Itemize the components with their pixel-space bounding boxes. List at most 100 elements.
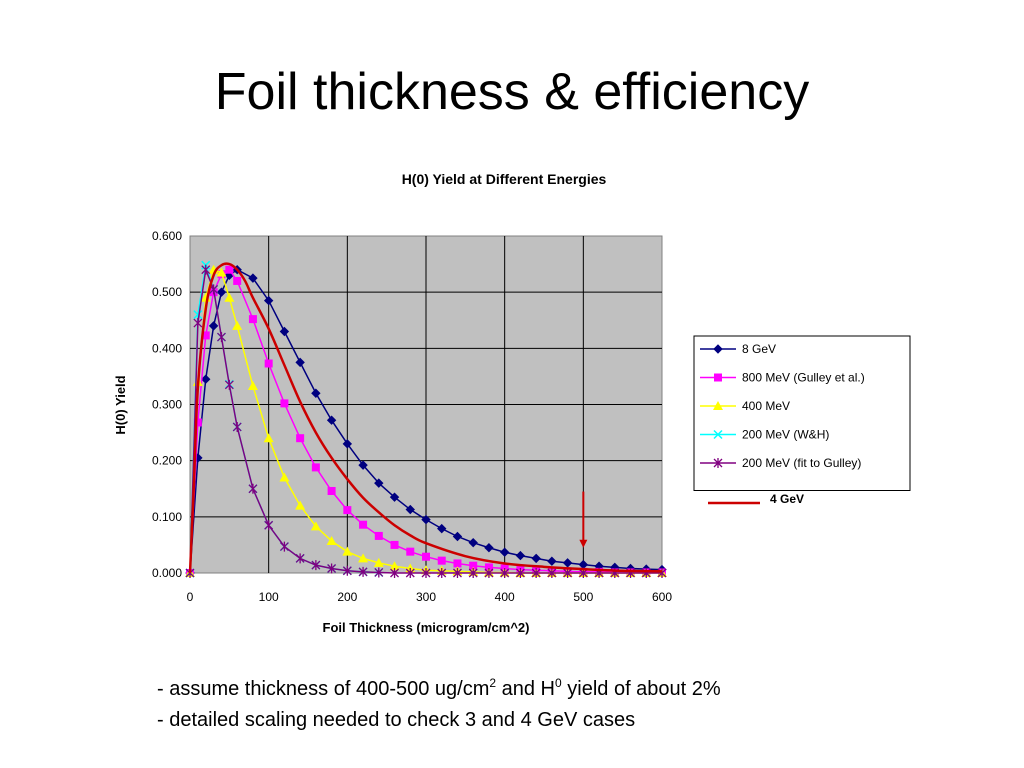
data-point-400-mev — [247, 380, 258, 390]
data-point-8-gev — [374, 478, 384, 488]
legend-marker-800-mev-gulley-et-al — [714, 373, 722, 382]
data-point-800-mev-gulley-et-al — [343, 506, 352, 515]
data-point-200-mev-fit-to-gulley — [224, 379, 234, 390]
data-point-400-mev — [342, 546, 353, 556]
x-axis-title: Foil Thickness (microgram/cm^2) — [323, 620, 530, 635]
data-point-400-mev — [373, 557, 384, 567]
data-point-800-mev-gulley-et-al — [280, 399, 289, 408]
chart: 0.000 0.100 0.200 0.300 0.400 0.500 0.600 0 100 2… — [113, 171, 911, 635]
data-point-800-mev-gulley-et-al — [327, 486, 336, 495]
data-point-800-mev-gulley-et-al — [296, 434, 305, 443]
x-tick-label: 600 — [652, 590, 672, 604]
data-point-200-mev-fit-to-gulley — [311, 560, 321, 571]
data-point-8-gev — [468, 537, 478, 548]
x-tick-label: 500 — [573, 590, 593, 604]
data-point-200-mev-fit-to-gulley — [327, 563, 337, 574]
data-point-400-mev — [358, 553, 369, 563]
data-point-800-mev-gulley-et-al — [422, 552, 430, 561]
data-point-800-mev-gulley-et-al — [406, 547, 415, 556]
data-point-8-gev — [531, 553, 541, 564]
data-point-8-gev — [342, 439, 353, 449]
data-point-200-mev-fit-to-gulley — [531, 568, 541, 578]
data-point-200-mev-fit-to-gulley — [217, 332, 226, 343]
data-point-800-mev-gulley-et-al — [453, 559, 462, 568]
legend-label-8-gev: 8 GeV — [742, 342, 776, 356]
data-point-200-mev-fit-to-gulley — [563, 568, 573, 578]
bullet-1-text-b: and H — [496, 678, 556, 700]
data-point-8-gev — [437, 523, 447, 534]
data-point-200-mev-fit-to-gulley — [295, 553, 305, 564]
data-point-200-mev-fit-to-gulley — [374, 567, 384, 578]
data-point-200-mev-fit-to-gulley — [437, 568, 447, 578]
data-point-200-mev-fit-to-gulley — [358, 566, 368, 577]
data-point-200-mev-fit-to-gulley — [264, 520, 274, 531]
y-tick-label: 0.300 — [152, 398, 182, 412]
data-point-200-mev-fit-to-gulley — [232, 421, 242, 432]
data-point-8-gev — [311, 388, 321, 398]
x-tick-label: 400 — [495, 590, 515, 604]
data-point-800-mev-gulley-et-al — [193, 418, 202, 427]
data-point-8-gev — [499, 547, 510, 557]
data-point-200-mev-fit-to-gulley — [201, 264, 211, 275]
legend-label-200-mev-w-h: 200 MeV (W&H) — [742, 428, 829, 442]
data-point-8-gev — [263, 295, 274, 306]
bullet-1-sup-b: 0 — [555, 676, 562, 690]
data-point-200-mev-fit-to-gulley — [468, 568, 478, 578]
legend-marker-200-mev-fit-to-gulley — [713, 458, 723, 468]
data-point-400-mev — [279, 472, 290, 482]
data-point-200-mev-fit-to-gulley — [500, 568, 510, 578]
data-point-800-mev-gulley-et-al — [225, 265, 234, 274]
y-tick-label: 0.200 — [152, 454, 182, 468]
data-point-800-mev-gulley-et-al — [484, 563, 493, 572]
data-point-200-mev-fit-to-gulley — [405, 568, 415, 578]
data-point-800-mev-gulley-et-al — [311, 463, 320, 472]
data-point-200-mev-fit-to-gulley — [484, 568, 494, 578]
data-point-8-gev — [421, 514, 431, 525]
data-point-8-gev — [547, 556, 557, 566]
annotation-arrow-head — [579, 539, 588, 548]
bullet-1-text-c: yield of about 2% — [561, 678, 721, 700]
data-point-400-mev — [216, 267, 227, 277]
data-point-800-mev-gulley-et-al — [437, 556, 446, 565]
bullet-list: - assume thickness of 400-500 ug/cm2 and… — [157, 674, 721, 736]
data-point-400-mev — [232, 320, 243, 330]
data-point-8-gev — [405, 504, 415, 515]
series-line-200-mev-fit-to-gulley — [189, 266, 662, 574]
series-line-800-mev-gulley-et-al — [189, 268, 662, 574]
data-point-8-gev — [295, 357, 305, 368]
y-tick-label: 0.100 — [152, 510, 182, 524]
legend-label-800-mev-gulley-et-al: 800 MeV (Gulley et al.) — [742, 371, 865, 385]
data-point-8-gev — [358, 460, 368, 470]
x-tick-label: 100 — [259, 590, 279, 604]
y-axis-title: H(0) Yield — [113, 375, 128, 434]
y-tick-label: 0.500 — [152, 285, 182, 299]
data-point-200-mev-fit-to-gulley — [547, 568, 557, 578]
legend-box — [693, 335, 911, 491]
data-point-400-mev — [224, 292, 235, 302]
data-point-8-gev — [248, 273, 258, 283]
data-point-200-mev-fit-to-gulley — [193, 318, 203, 329]
data-point-400-mev — [389, 561, 400, 571]
data-point-400-mev — [295, 500, 306, 510]
data-point-800-mev-gulley-et-al — [374, 531, 383, 540]
legend-label-200-mev-fit-to-gulley: 200 MeV (fit to Gulley) — [742, 456, 861, 470]
data-point-800-mev-gulley-et-al — [469, 561, 478, 570]
data-point-800-mev-gulley-et-al — [233, 276, 242, 285]
data-point-8-gev — [562, 558, 573, 568]
data-point-800-mev-gulley-et-al — [359, 520, 368, 529]
bullet-1-text-a: - assume thickness of 400-500 ug/cm — [157, 678, 490, 700]
data-point-400-mev — [310, 521, 321, 531]
data-point-800-mev-gulley-et-al — [248, 315, 257, 324]
data-point-8-gev — [216, 287, 227, 297]
data-point-8-gev — [208, 321, 219, 331]
data-point-8-gev — [389, 492, 400, 502]
data-point-8-gev — [201, 374, 211, 384]
data-point-200-mev-fit-to-gulley — [342, 565, 352, 576]
data-point-8-gev — [515, 550, 526, 561]
data-point-800-mev-gulley-et-al — [201, 331, 210, 340]
legend-marker-400-mev — [713, 401, 723, 410]
data-point-200-mev-fit-to-gulley — [279, 541, 289, 552]
data-point-200-mev-fit-to-gulley — [515, 568, 525, 578]
x-tick-label: 0 — [187, 590, 194, 604]
bullet-1: - assume thickness of 400-500 ug/cm2 and… — [157, 674, 721, 705]
